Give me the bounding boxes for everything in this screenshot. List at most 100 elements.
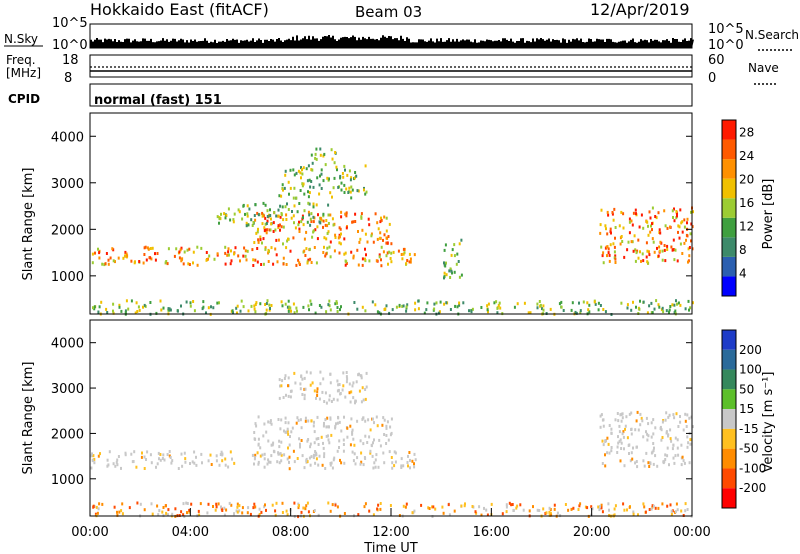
echo-cell (122, 256, 125, 260)
echo-cell (550, 513, 553, 517)
echo-cell (665, 309, 668, 313)
echo-cell (391, 461, 394, 465)
echo-cell (632, 249, 635, 253)
echo-cell (671, 209, 674, 213)
echo-cell (331, 217, 334, 221)
echo-cell (645, 451, 648, 455)
echo-cell (675, 299, 677, 303)
echo-cell (627, 240, 630, 244)
echo-cell (309, 217, 312, 221)
echo-cell (490, 502, 493, 506)
echo-cell (238, 509, 241, 513)
echo-cell (420, 503, 423, 507)
echo-cell (635, 445, 638, 449)
echo-cell (267, 213, 270, 217)
echo-cell (284, 169, 287, 173)
colorbar-swatch (722, 256, 736, 277)
echo-cell (371, 417, 374, 421)
echo-cell (310, 153, 313, 157)
echo-cell (322, 441, 324, 445)
echo-cell (352, 220, 355, 224)
echo-cell (673, 258, 676, 262)
echo-cell (292, 168, 295, 172)
echo-cell (313, 430, 316, 434)
echo-cell (259, 238, 262, 242)
echo-cell (443, 275, 446, 279)
echo-cell (255, 424, 258, 428)
echo-cell (300, 426, 303, 430)
echo-cell (364, 434, 367, 438)
echo-cell (611, 211, 614, 214)
echo-cell (634, 208, 637, 212)
echo-cell (301, 182, 304, 186)
echo-cell (610, 446, 613, 449)
echo-cell (608, 424, 611, 427)
echo-cell (639, 299, 641, 303)
echo-cell (323, 400, 326, 403)
noise-left-tick-top: 10^5 (52, 16, 88, 31)
echo-cell (289, 186, 292, 190)
echo-cell (164, 261, 167, 265)
echo-cell (351, 450, 354, 454)
echo-cell (293, 204, 296, 208)
echo-cell (227, 207, 230, 211)
echo-cell (556, 511, 559, 515)
echo-cell (356, 307, 359, 311)
echo-cell (328, 245, 331, 249)
echo-cell (475, 511, 478, 515)
echo-cell (282, 262, 285, 266)
colorbar-swatch (722, 159, 736, 179)
echo-cell (254, 258, 257, 262)
echo-cell (599, 425, 602, 429)
echo-cell (120, 509, 123, 513)
echo-cell (674, 454, 677, 458)
echo-cell (650, 421, 653, 425)
echo-cell (390, 242, 393, 246)
echo-cell (364, 247, 366, 251)
echo-cell (154, 258, 157, 262)
echo-cell (266, 209, 269, 213)
echo-cell (124, 453, 127, 457)
echo-cell (320, 168, 323, 172)
echo-cell (263, 465, 266, 469)
echo-cell (689, 306, 692, 310)
echo-cell (378, 255, 381, 259)
echo-cell (542, 308, 545, 312)
echo-cell (651, 206, 654, 210)
echo-cell (358, 240, 361, 244)
echo-cell (364, 257, 366, 261)
echo-cell (590, 505, 593, 509)
echo-cell (667, 415, 670, 419)
echo-cell (684, 502, 687, 506)
echo-cell (207, 306, 210, 310)
echo-cell (548, 513, 551, 517)
echo-cell (380, 218, 383, 222)
echo-cell (449, 267, 452, 271)
echo-cell (628, 452, 630, 455)
echo-cell (326, 176, 329, 180)
colorbar-swatch (722, 409, 736, 429)
echo-cell (372, 513, 375, 517)
echo-cell (379, 502, 382, 505)
echo-cell (202, 305, 205, 309)
echo-cell (266, 299, 269, 303)
x-tick-label: 00:00 (673, 525, 710, 540)
echo-cell (339, 227, 342, 231)
echo-cell (274, 247, 277, 251)
echo-cell (301, 168, 303, 172)
echo-cell (385, 424, 388, 428)
echo-cell (233, 212, 236, 216)
echo-cell (370, 234, 373, 238)
echo-cell (300, 510, 303, 514)
echo-cell (331, 157, 334, 161)
echo-cell (270, 222, 273, 226)
echo-cell (354, 401, 356, 405)
echo-cell (286, 305, 289, 309)
echo-cell (413, 253, 416, 257)
echo-cell (314, 152, 317, 156)
echo-cell (259, 235, 262, 239)
echo-cell (690, 210, 692, 214)
echo-cell (545, 511, 548, 515)
echo-cell (117, 256, 120, 260)
echo-cell (305, 230, 308, 234)
